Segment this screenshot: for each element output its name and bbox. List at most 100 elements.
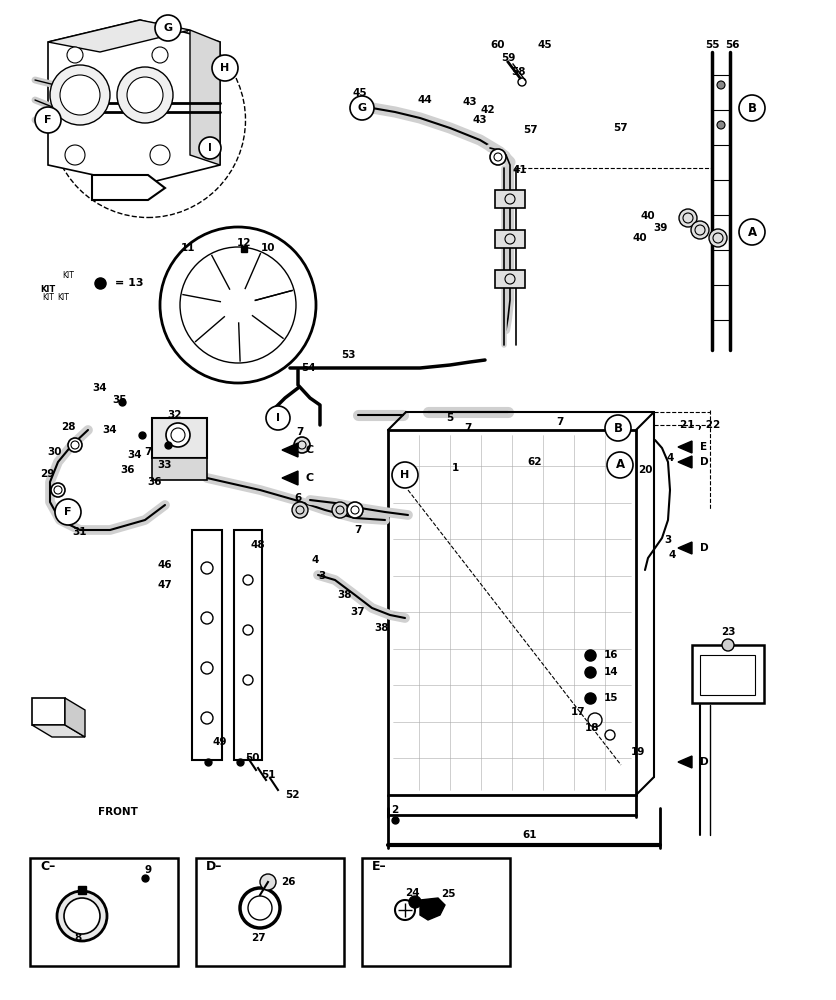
Text: 59: 59 (501, 53, 515, 63)
Circle shape (588, 713, 602, 727)
Text: 9: 9 (145, 865, 151, 875)
Text: I: I (276, 413, 280, 423)
Bar (30, 858, 178, 966)
Circle shape (332, 502, 348, 518)
Circle shape (409, 896, 421, 908)
Bar (362, 858, 510, 966)
Text: 27: 27 (251, 933, 265, 943)
Circle shape (739, 95, 765, 121)
Text: D: D (700, 757, 709, 767)
Text: H: H (221, 63, 230, 73)
Polygon shape (420, 898, 445, 920)
Text: 8: 8 (74, 933, 82, 943)
Text: A: A (615, 458, 624, 472)
Text: 21 , 22: 21 , 22 (680, 420, 720, 430)
Text: 2: 2 (391, 805, 399, 815)
Text: 38: 38 (338, 590, 352, 600)
Text: 7: 7 (556, 417, 563, 427)
Circle shape (605, 730, 615, 740)
Polygon shape (282, 471, 298, 485)
Text: 49: 49 (212, 737, 227, 747)
Text: 37: 37 (350, 607, 365, 617)
Text: 7: 7 (354, 525, 362, 535)
Text: 57: 57 (613, 123, 627, 133)
Text: D–: D– (206, 859, 222, 872)
Bar (234, 530, 262, 760)
Text: 3: 3 (319, 571, 326, 581)
Text: KIT: KIT (42, 292, 54, 302)
Circle shape (199, 137, 221, 159)
Text: 29: 29 (40, 469, 54, 479)
Circle shape (166, 423, 190, 447)
Text: 51: 51 (261, 770, 275, 780)
Polygon shape (678, 756, 692, 768)
Circle shape (35, 107, 61, 133)
Circle shape (605, 415, 631, 441)
Circle shape (64, 898, 100, 934)
Text: FRONT: FRONT (98, 807, 138, 817)
Text: C: C (305, 445, 314, 455)
Text: 34: 34 (128, 450, 142, 460)
Bar (692, 645, 764, 703)
Text: 52: 52 (285, 790, 299, 800)
Circle shape (155, 15, 181, 41)
Circle shape (266, 406, 290, 430)
Bar (192, 530, 222, 760)
Text: = 13: = 13 (115, 278, 144, 288)
Text: E: E (700, 442, 707, 452)
Text: 36: 36 (148, 477, 162, 487)
Circle shape (180, 247, 296, 363)
Text: KIT: KIT (62, 271, 74, 280)
Circle shape (127, 77, 163, 113)
Text: 26: 26 (281, 877, 295, 887)
Circle shape (691, 221, 709, 239)
Text: 62: 62 (528, 457, 543, 467)
Text: 42: 42 (481, 105, 495, 115)
Circle shape (51, 483, 65, 497)
Text: 45: 45 (538, 40, 553, 50)
Text: B: B (747, 102, 757, 114)
Circle shape (60, 75, 100, 115)
Bar (152, 458, 207, 480)
Text: 44: 44 (418, 95, 432, 105)
Circle shape (292, 502, 308, 518)
Text: D: D (700, 543, 709, 553)
Text: 34: 34 (93, 383, 107, 393)
Text: 10: 10 (261, 243, 275, 253)
Polygon shape (678, 456, 692, 468)
Text: F: F (44, 115, 52, 125)
Text: 45: 45 (353, 88, 367, 98)
Text: C–: C– (40, 859, 55, 872)
Text: I: I (208, 143, 212, 153)
Text: 25: 25 (441, 889, 456, 899)
Text: 6: 6 (294, 493, 302, 503)
Text: H: H (400, 470, 410, 480)
Circle shape (117, 67, 173, 123)
Text: 20: 20 (638, 465, 652, 475)
Circle shape (67, 47, 83, 63)
Circle shape (722, 639, 734, 651)
Circle shape (490, 149, 506, 165)
Text: 17: 17 (571, 707, 585, 717)
Text: KIT: KIT (40, 284, 56, 294)
Circle shape (294, 437, 310, 453)
Circle shape (152, 47, 168, 63)
Text: G: G (358, 103, 366, 113)
Text: 15: 15 (604, 693, 619, 703)
Circle shape (68, 438, 82, 452)
Text: 55: 55 (705, 40, 719, 50)
Text: G: G (163, 23, 172, 33)
Text: 41: 41 (512, 165, 528, 175)
Polygon shape (48, 20, 220, 185)
Bar (152, 418, 207, 458)
Text: 50: 50 (245, 753, 259, 763)
Circle shape (65, 145, 85, 165)
Text: 57: 57 (522, 125, 538, 135)
Text: 61: 61 (522, 830, 538, 840)
Circle shape (709, 229, 727, 247)
Text: 36: 36 (120, 465, 135, 475)
Text: 43: 43 (462, 97, 477, 107)
Text: 54: 54 (301, 363, 315, 373)
Circle shape (212, 55, 238, 81)
Polygon shape (282, 443, 298, 457)
